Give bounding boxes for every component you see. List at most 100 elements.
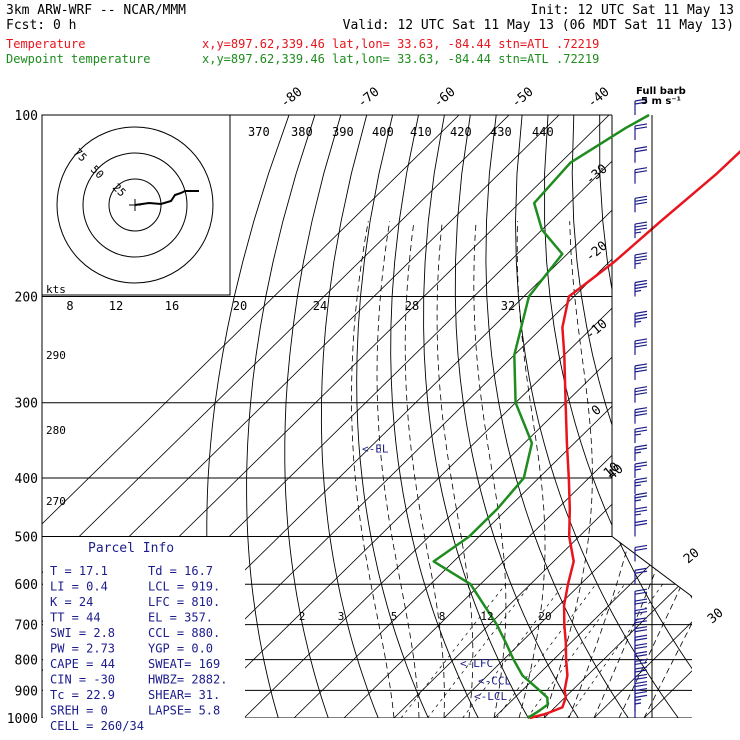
barb-flag	[634, 279, 648, 284]
parcel-row-left: K = 24	[50, 595, 93, 609]
barb-flag	[634, 167, 648, 171]
barb-flag	[634, 386, 648, 390]
barb-flag	[634, 363, 648, 367]
theta-e-label: 390	[332, 125, 354, 139]
parcel-info-panel: Parcel Info T = 17.1 Td = 16.7 LI = 0.4 LCL …	[43, 537, 245, 733]
barb-flag	[634, 252, 648, 256]
wind-barbs	[634, 98, 653, 718]
barb-half	[634, 451, 642, 454]
level-label: <-CCL	[478, 675, 511, 688]
wind-barb	[634, 386, 648, 403]
sounding-series	[432, 113, 740, 720]
wind-barb	[634, 167, 648, 184]
barb-flag	[634, 366, 648, 370]
hodograph-speed-label: 20	[233, 299, 247, 313]
full-barb-note: Full barb	[636, 86, 686, 97]
barb-flag	[634, 255, 648, 259]
parcel-row-right: LAPSE= 5.8	[148, 704, 220, 718]
barb-flag	[634, 338, 648, 342]
dry-adiabat	[544, 115, 692, 718]
isotherm	[42, 115, 460, 718]
barb-flag	[634, 392, 648, 396]
header: 3km ARW-WRF -- NCAR/MMM Init: 12 UTC Sat…	[6, 3, 734, 107]
wind-barb	[634, 506, 648, 524]
parcel-row-left: T = 17.1	[50, 564, 108, 578]
barb-half	[634, 289, 642, 293]
barb-flag	[634, 591, 648, 595]
barb-flag	[634, 661, 648, 666]
isotherm	[493, 115, 692, 718]
isotherm	[393, 115, 692, 718]
hodograph-ring	[56, 126, 214, 284]
dry-adiabat	[284, 115, 342, 718]
barb-flag	[634, 310, 648, 314]
theta-e-label: 430	[490, 125, 512, 139]
barb-flag	[634, 651, 648, 655]
theta-e-label: 420	[450, 125, 472, 139]
barb-flag	[634, 658, 648, 663]
barb-half	[634, 320, 642, 323]
isotherm	[643, 115, 692, 718]
legend-dewpoint: Dewpoint temperature	[6, 52, 151, 66]
dry-adiabat	[703, 115, 740, 718]
theta-e-label: 400	[372, 125, 394, 139]
isotherm-label: -10	[583, 316, 611, 343]
barb-flag	[634, 626, 648, 630]
wind-barb	[634, 444, 648, 462]
parcel-row-left: CAPE = 44	[50, 657, 115, 671]
barb-flag	[634, 567, 648, 571]
parcel-row-left: Tc = 22.9	[50, 688, 115, 702]
barb-flag	[634, 598, 648, 602]
barb-flag	[634, 149, 648, 153]
isotherm-label: -70	[355, 84, 383, 111]
wind-barb	[634, 338, 648, 355]
barb-flag	[634, 620, 648, 624]
barb-flag	[634, 506, 648, 510]
level-label: <-LCL	[474, 690, 507, 703]
isotherm	[243, 115, 692, 718]
parcel-row-right: SHEAR= 31.	[148, 688, 220, 702]
barb-flag	[634, 642, 648, 647]
hodograph-units: kts	[46, 283, 66, 296]
barb-flag	[634, 570, 648, 574]
parcel-row-right: YGP = 0.0	[148, 642, 213, 656]
parcel-row-right: LCL = 919.	[148, 580, 220, 594]
barb-half	[634, 513, 642, 516]
mixing-ratio-label: 2	[299, 610, 306, 623]
barb-flag	[634, 666, 648, 670]
moist-adiabat	[516, 221, 546, 718]
dry-adiabat	[651, 115, 692, 718]
hodograph-speed-label: 12	[109, 299, 123, 313]
isotherm-label: 30	[705, 606, 727, 628]
theta-e-label: 440	[532, 125, 554, 139]
hodograph-trace	[134, 190, 199, 206]
series-dewpoint	[432, 113, 650, 720]
barb-half	[634, 698, 642, 701]
barb-flag	[634, 341, 648, 345]
wind-barb	[634, 588, 648, 606]
barb-flag	[634, 522, 648, 527]
barb-flag	[634, 477, 648, 481]
barb-half	[634, 499, 642, 502]
parcel-row-right: SWEAT= 169	[148, 657, 220, 671]
moist-adiabat	[473, 221, 507, 718]
hodograph-speed-label: 32	[501, 299, 515, 313]
pressure-label-900: 900	[15, 684, 38, 699]
dry-adiabat	[423, 115, 529, 718]
legend-dewpoint-location: x,y=897.62,339.46 lat,lon= 33.63, -84.44…	[202, 52, 599, 66]
mixing-ratio-line	[526, 583, 625, 718]
barb-flag	[634, 687, 648, 692]
theta-e-label: 410	[410, 125, 432, 139]
mixing-ratio-line	[462, 583, 565, 718]
barb-flag	[634, 519, 648, 524]
wind-barb	[634, 567, 648, 585]
barb-flag	[634, 676, 648, 681]
moist-adiabat	[643, 221, 692, 718]
barb-half	[634, 702, 642, 705]
moist-adiabat	[351, 221, 395, 718]
parcel-row-left: SREH = 0	[50, 704, 108, 718]
pressure-label-200: 200	[15, 291, 38, 306]
pressure-label-600: 600	[15, 578, 38, 593]
isotherm-label: -40	[585, 84, 613, 111]
